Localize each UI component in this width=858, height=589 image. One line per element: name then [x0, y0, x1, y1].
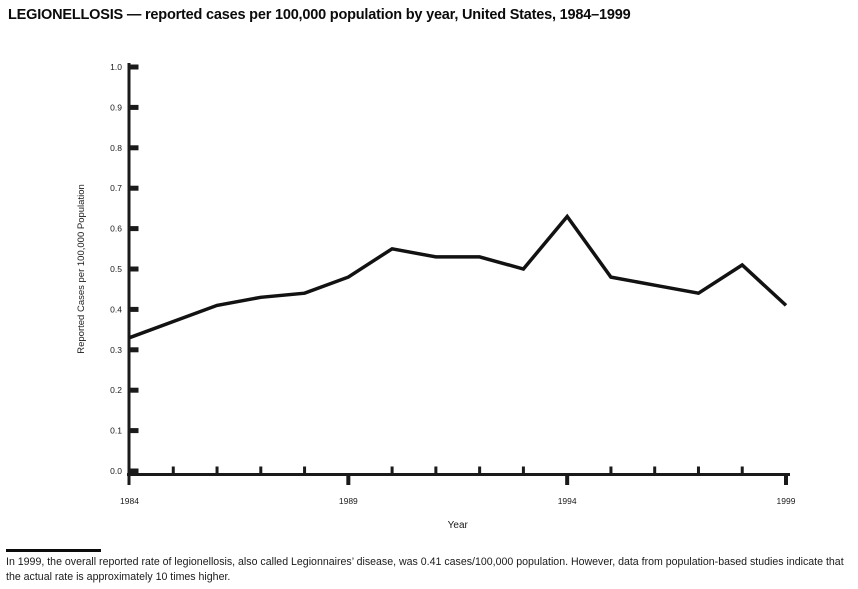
x-minor-tick [521, 466, 525, 474]
x-minor-tick [171, 466, 175, 474]
y-tick [130, 185, 139, 191]
y-tick [130, 226, 139, 232]
y-tick-label: 0.4 [110, 304, 122, 314]
x-minor-tick [434, 466, 438, 474]
x-major-tick [346, 476, 351, 485]
y-axis-line [127, 63, 131, 485]
x-minor-tick [259, 466, 263, 474]
y-tick [130, 347, 139, 353]
y-tick-label: 0.1 [110, 426, 122, 436]
y-tick [130, 266, 139, 272]
x-tick-label: 1994 [558, 496, 577, 506]
y-tick-label: 0.5 [110, 264, 122, 274]
y-tick-label: 0.7 [110, 183, 122, 193]
y-tick [130, 306, 139, 312]
y-tick-label: 0.3 [110, 345, 122, 355]
x-minor-tick [609, 466, 613, 474]
x-minor-tick [303, 466, 307, 474]
y-tick-label: 0.9 [110, 102, 122, 112]
footnote-text: In 1999, the overall reported rate of le… [6, 556, 844, 583]
x-major-tick [784, 476, 788, 485]
y-tick [130, 428, 139, 434]
x-minor-tick [696, 466, 700, 474]
x-axis-title: Year [448, 520, 469, 531]
x-minor-tick [478, 466, 482, 474]
y-axis-title: Reported Cases per 100,000 Population [76, 184, 87, 354]
line-chart: 0.0 0.1 0.2 0.3 0.4 0.5 0.6 0.7 0.8 0.9 1.0 1984 198… [76, 62, 796, 531]
y-tick [130, 387, 139, 393]
chart-title: LEGIONELLOSIS — reported cases per 100,0… [8, 7, 631, 23]
y-tick-label: 0.2 [110, 385, 122, 395]
x-minor-tick [215, 466, 219, 474]
x-minor-tick [390, 466, 394, 474]
y-tick [130, 104, 139, 110]
x-minor-tick [740, 466, 744, 474]
data-line [128, 213, 788, 340]
x-tick-label: 1984 [120, 496, 139, 506]
x-tick-label: 1999 [777, 496, 796, 506]
x-minor-tick [653, 466, 657, 474]
x-axis-line [127, 473, 790, 476]
y-tick [130, 468, 139, 474]
footnote-rule [6, 549, 101, 552]
y-tick-label: 0.6 [110, 224, 122, 234]
y-tick-label: 0.0 [110, 466, 122, 476]
x-tick-label: 1989 [339, 496, 358, 506]
x-major-tick [565, 476, 570, 485]
y-tick-label: 0.8 [110, 143, 122, 153]
y-tick [130, 64, 139, 70]
y-tick-label: 1.0 [110, 62, 122, 72]
y-tick [130, 145, 139, 151]
